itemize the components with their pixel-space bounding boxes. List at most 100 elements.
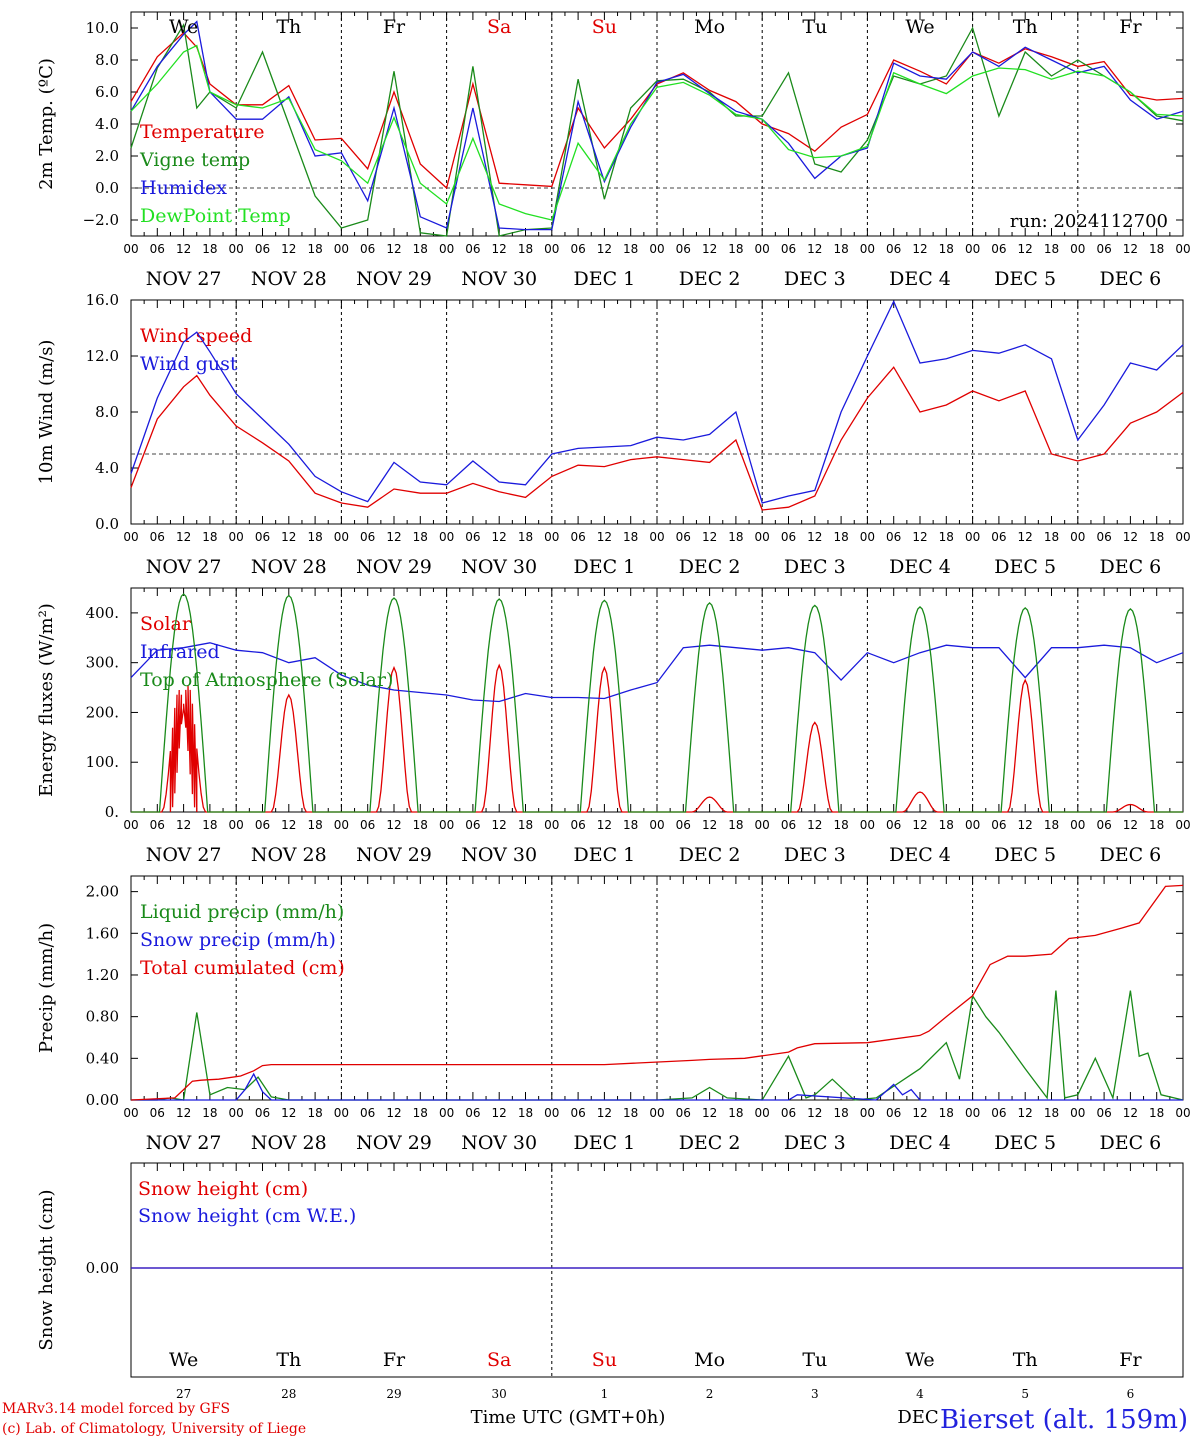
y-tick-label: 6.0 [95, 83, 119, 101]
y-tick-label: 0. [105, 803, 119, 821]
hour-tick-label: 06 [886, 242, 901, 256]
date-label: NOV 27 [146, 844, 222, 866]
hour-tick-label: 12 [702, 818, 717, 832]
y-tick-label: 1.20 [86, 966, 119, 984]
hour-tick-label: 18 [1044, 1106, 1059, 1120]
hour-tick-label: 12 [176, 1106, 191, 1120]
hour-tick-label: 12 [1123, 242, 1138, 256]
hour-tick-label: 06 [360, 530, 375, 544]
hour-tick-label: 12 [1018, 1106, 1033, 1120]
hour-tick-label: 12 [912, 530, 927, 544]
hour-tick-label: 18 [728, 1106, 743, 1120]
y-tick-label: 4.0 [95, 459, 119, 477]
hour-tick-label: 12 [702, 1106, 717, 1120]
date-label: NOV 27 [146, 268, 222, 290]
hour-tick-label: 06 [570, 1106, 585, 1120]
weekday-label: Th [276, 16, 301, 38]
hour-tick-label: 00 [1175, 818, 1190, 832]
panel-4: 2.00 1.60 1.20 0.80 0.40 0.00 Precip (mm/h) Liq… [36, 875, 1191, 1154]
hour-tick-label: 00 [860, 818, 875, 832]
weekday-label: Th [1013, 1349, 1038, 1371]
weekday-label: Sa [487, 1349, 511, 1371]
legend-entry: Wind gust [140, 353, 238, 375]
date-label: NOV 27 [146, 1132, 222, 1154]
hour-tick-label: 00 [649, 818, 664, 832]
panel-3: 400. 300. 200. 100. 0. Energy fluxes (W/m²) So… [36, 587, 1191, 866]
hour-tick-label: 00 [1175, 530, 1190, 544]
hour-tick-label: 12 [597, 530, 612, 544]
hour-tick-label: 18 [413, 1106, 428, 1120]
hour-tick-label: 00 [229, 530, 244, 544]
x-axis-title: Time UTC (GMT+0h) [471, 1407, 666, 1428]
y-tick-label: 0.0 [95, 515, 119, 533]
hour-tick-label: 06 [360, 1106, 375, 1120]
date-label: DEC 4 [889, 1132, 951, 1154]
hour-tick-label: 00 [965, 530, 980, 544]
legend-entry: Total cumulated (cm) [140, 957, 345, 979]
weekday-label: We [169, 1349, 198, 1371]
hour-tick-label: 12 [1123, 530, 1138, 544]
date-label: DEC 6 [1100, 844, 1162, 866]
date-label: NOV 29 [356, 1132, 432, 1154]
weekday-label: Mo [694, 16, 725, 38]
day-number-label: 4 [916, 1387, 924, 1401]
weekday-label: We [905, 1349, 934, 1371]
hour-tick-label: 06 [676, 1106, 691, 1120]
date-label: DEC 2 [679, 556, 741, 578]
date-label: NOV 30 [461, 268, 537, 290]
series-line [130, 884, 1184, 1101]
hour-tick-label: 00 [544, 242, 559, 256]
date-label: NOV 27 [146, 556, 222, 578]
hour-tick-label: 06 [150, 1106, 165, 1120]
legend-entry: Humidex [140, 177, 227, 199]
lab-credit: (c) Lab. of Climatology, University of L… [2, 1421, 306, 1437]
y-tick-label: 400. [86, 604, 119, 622]
legend-entry: Temperature [140, 121, 264, 143]
date-label: DEC 5 [994, 844, 1056, 866]
panel-5: 0.00 Snow height (cm) Snow height (cm) Snow… [36, 1162, 1184, 1378]
day-number-label: 28 [281, 1387, 296, 1401]
hour-tick-label: 00 [229, 1106, 244, 1120]
hour-tick-label: 00 [123, 1106, 138, 1120]
hour-tick-label: 12 [386, 530, 401, 544]
hour-tick-label: 18 [728, 530, 743, 544]
date-label: DEC 5 [994, 1132, 1056, 1154]
hour-tick-label: 06 [1096, 1106, 1111, 1120]
legend-entry: Top of Atmosphere (Solar) [140, 669, 393, 691]
y-tick-label: 2.0 [95, 147, 119, 165]
hour-tick-label: 00 [439, 530, 454, 544]
hour-tick-label: 00 [755, 530, 770, 544]
hour-tick-label: 00 [439, 1106, 454, 1120]
hour-tick-label: 12 [807, 242, 822, 256]
hour-tick-label: 18 [202, 242, 217, 256]
series-line [130, 366, 1184, 511]
date-label: DEC 6 [1100, 268, 1162, 290]
date-label: DEC 4 [889, 268, 951, 290]
hour-tick-label: 18 [939, 818, 954, 832]
y-tick-label: 0.00 [86, 1091, 119, 1109]
legend-entry: Snow height (cm W.E.) [138, 1205, 356, 1227]
date-label: DEC 3 [784, 556, 846, 578]
hour-tick-label: 00 [229, 242, 244, 256]
hour-tick-label: 00 [1070, 242, 1085, 256]
hour-tick-label: 06 [150, 242, 165, 256]
hour-tick-label: 18 [833, 530, 848, 544]
hour-tick-label: 12 [281, 242, 296, 256]
legend-entry: Snow precip (mm/h) [140, 929, 336, 951]
hour-tick-label: 12 [281, 1106, 296, 1120]
panel-frame [130, 587, 1184, 813]
hour-tick-label: 18 [1044, 242, 1059, 256]
date-label: DEC 1 [574, 556, 636, 578]
y-tick-label: 0.0 [95, 179, 119, 197]
hour-tick-label: 06 [360, 818, 375, 832]
hour-tick-label: 18 [1044, 818, 1059, 832]
run-label: run: 2024112700 [1010, 211, 1168, 232]
date-label: NOV 28 [251, 556, 327, 578]
hour-tick-label: 18 [939, 530, 954, 544]
hour-tick-label: 12 [386, 242, 401, 256]
date-label: DEC 2 [679, 844, 741, 866]
hour-tick-label: 18 [518, 530, 533, 544]
hour-tick-label: 00 [860, 242, 875, 256]
date-label: DEC 2 [679, 1132, 741, 1154]
hour-tick-label: 06 [570, 818, 585, 832]
